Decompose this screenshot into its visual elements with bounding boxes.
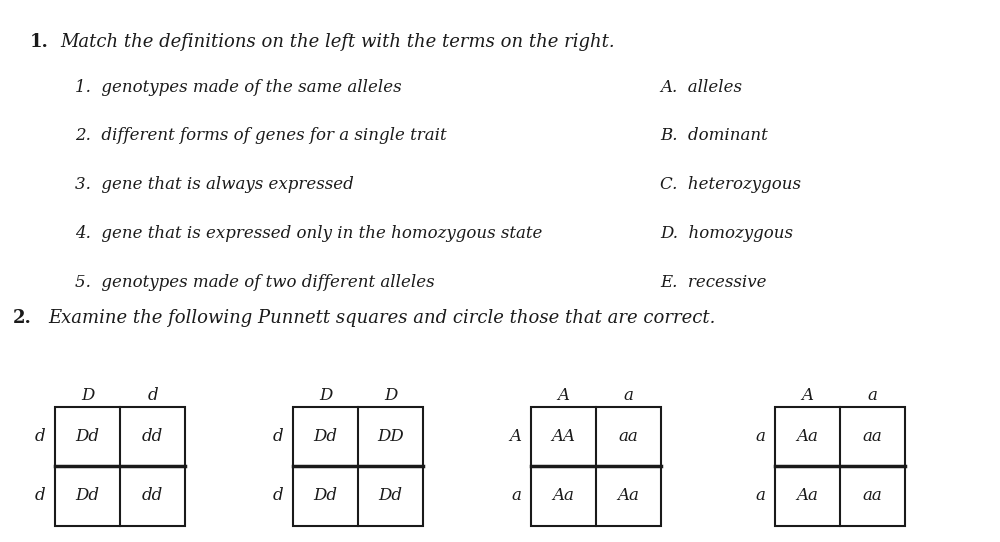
- Text: A.  alleles: A. alleles: [660, 79, 742, 95]
- Text: A: A: [801, 387, 813, 404]
- Text: 5.  genotypes made of two different alleles: 5. genotypes made of two different allel…: [75, 274, 435, 291]
- Text: Dd: Dd: [76, 428, 100, 445]
- Text: AA: AA: [551, 428, 575, 445]
- Text: 4.  gene that is expressed only in the homozygous state: 4. gene that is expressed only in the ho…: [75, 225, 542, 242]
- Text: a: a: [511, 487, 521, 505]
- Text: D: D: [384, 387, 397, 404]
- Text: D: D: [319, 387, 332, 404]
- Text: D: D: [81, 387, 94, 404]
- Text: Aa: Aa: [618, 487, 639, 505]
- Text: d: d: [34, 487, 45, 505]
- Text: D.  homozygous: D. homozygous: [660, 225, 793, 242]
- Text: aa: aa: [863, 487, 882, 505]
- Text: d: d: [272, 487, 283, 505]
- Text: Aa: Aa: [553, 487, 574, 505]
- Text: 1.  genotypes made of the same alleles: 1. genotypes made of the same alleles: [75, 79, 402, 95]
- Text: dd: dd: [142, 487, 163, 505]
- Bar: [293, 406, 423, 526]
- Text: 2.: 2.: [13, 309, 32, 327]
- Text: E.  recessive: E. recessive: [660, 274, 767, 291]
- Text: 1.: 1.: [30, 33, 49, 50]
- Text: C.  heterozygous: C. heterozygous: [660, 176, 801, 193]
- Text: Dd: Dd: [314, 487, 338, 505]
- Text: a: a: [755, 487, 765, 505]
- Text: Dd: Dd: [76, 487, 100, 505]
- Text: a: a: [755, 428, 765, 445]
- Text: aa: aa: [619, 428, 638, 445]
- Text: a: a: [868, 387, 877, 404]
- Text: aa: aa: [863, 428, 882, 445]
- Text: Aa: Aa: [797, 487, 818, 505]
- Bar: [55, 406, 185, 526]
- Bar: [775, 406, 905, 526]
- Text: Dd: Dd: [378, 487, 402, 505]
- Text: d: d: [272, 428, 283, 445]
- Text: A: A: [509, 428, 521, 445]
- Text: B.  dominant: B. dominant: [660, 127, 768, 144]
- Text: DD: DD: [377, 428, 404, 445]
- Text: 2.  different forms of genes for a single trait: 2. different forms of genes for a single…: [75, 127, 447, 144]
- Text: d: d: [147, 387, 158, 404]
- Text: a: a: [624, 387, 633, 404]
- Text: A: A: [557, 387, 569, 404]
- Text: Examine the following Punnett squares and circle those that are correct.: Examine the following Punnett squares an…: [48, 309, 715, 327]
- Text: d: d: [34, 428, 45, 445]
- Bar: [531, 406, 661, 526]
- Text: Dd: Dd: [314, 428, 338, 445]
- Text: dd: dd: [142, 428, 163, 445]
- Text: Match the definitions on the left with the terms on the right.: Match the definitions on the left with t…: [60, 33, 615, 50]
- Text: Aa: Aa: [797, 428, 818, 445]
- Text: 3.  gene that is always expressed: 3. gene that is always expressed: [75, 176, 354, 193]
